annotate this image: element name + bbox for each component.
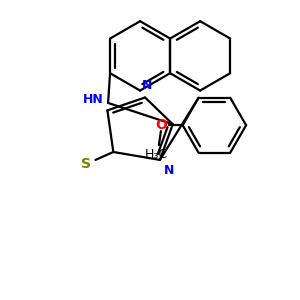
Text: H₃C: H₃C [144, 148, 167, 161]
Text: HN: HN [83, 93, 104, 106]
Text: N: N [164, 164, 174, 177]
Text: O: O [155, 118, 167, 132]
Text: N: N [142, 79, 152, 92]
Text: S: S [81, 157, 91, 171]
